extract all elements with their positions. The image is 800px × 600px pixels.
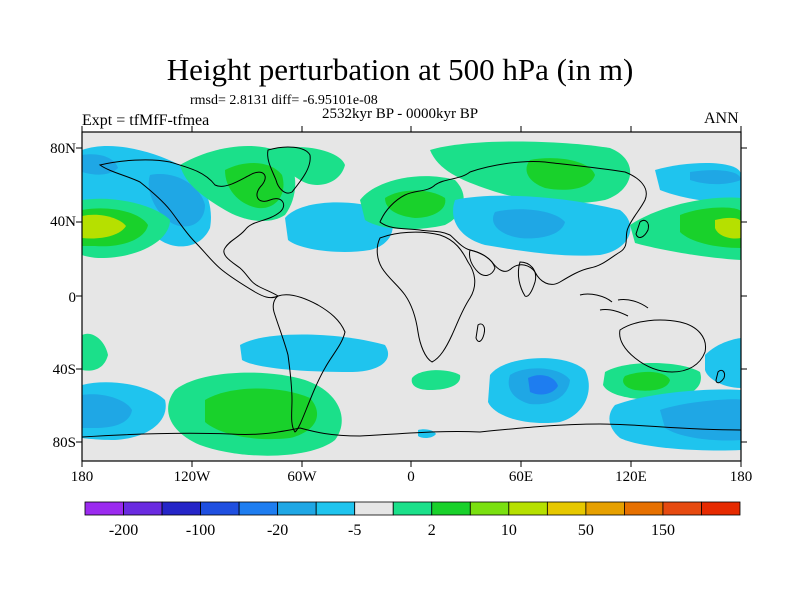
colorbar-label: 10 [501, 522, 517, 539]
coastline-antarctica [82, 423, 741, 438]
contour-neg-s-america [240, 334, 389, 372]
coastline-japan [635, 219, 649, 238]
lat-label-80s: 80S [53, 435, 76, 451]
coastline-australia [619, 319, 707, 373]
coastline-arabia [469, 249, 496, 276]
contour-pos-sw-atl [82, 333, 108, 371]
colorbar-labels: -200 -100 -20 -5 2 10 50 150 [109, 522, 675, 539]
experiment-label: Expt = tfMfF-tfmea [82, 112, 210, 129]
stats-label: rmsd= 2.8131 diff= -6.95101e-08 [190, 93, 378, 108]
coastline-india [517, 261, 537, 297]
colorbar-swatch [277, 501, 317, 516]
contour-neg-australia [705, 338, 741, 388]
colorbar [84, 501, 741, 516]
lat-label-40s: 40S [53, 362, 76, 378]
contour-neg-asia-core [492, 209, 565, 239]
contour-neg-south-pacific-core [82, 394, 132, 428]
lat-label-40n: 40N [50, 214, 76, 230]
coastline-north-america [98, 159, 285, 299]
colorbar-swatch [354, 501, 394, 516]
coastline-madagascar [475, 323, 485, 342]
lat-label-eq: 0 [69, 290, 77, 306]
contour-pos-epac40-peak [82, 214, 126, 239]
colorbar-swatch [546, 501, 587, 516]
colorbar-swatch [662, 501, 702, 516]
longitude-labels: 180 120W 60W 0 60E 120E 180 [71, 469, 753, 485]
colorbar-swatch [238, 501, 279, 516]
contour-pos-canada-core [225, 163, 284, 209]
contour-pos-wpacific-peak [715, 217, 741, 239]
contour-neg-npacific-core [148, 174, 205, 227]
lon-label-60e: 60E [509, 469, 533, 485]
colorbar-label: -100 [186, 522, 215, 539]
coastline-south-america [272, 294, 346, 433]
colorbar-label: 2 [428, 522, 436, 539]
contour-pos-s-atlantic [411, 370, 461, 390]
colorbar-label: -20 [267, 522, 288, 539]
colorbar-swatch [200, 501, 240, 516]
colorbar-swatch [508, 501, 548, 516]
contour-pos-s-indian-core [623, 371, 670, 391]
colorbar-label: 50 [578, 522, 594, 539]
plot-title: Height perturbation at 500 hPa (in m) [166, 52, 634, 87]
colorbar-swatch [123, 501, 163, 516]
coastline-eurasia [379, 161, 647, 285]
coastline-new-zealand [715, 369, 725, 384]
colorbar-swatch [392, 501, 433, 516]
lon-label-180w: 180 [71, 469, 94, 485]
colorbar-swatch [315, 501, 356, 516]
colorbar-swatch [431, 501, 471, 516]
colorbar-label: -5 [348, 522, 361, 539]
lon-label-60w: 60W [287, 469, 317, 485]
coastline-greenland [267, 146, 311, 194]
colorbar-swatch [701, 501, 741, 516]
lat-label-80n: 80N [50, 141, 76, 157]
contour-pos-natlantic [268, 146, 345, 185]
colorbar-swatch [161, 501, 201, 516]
latitude-labels: 80N 40N 0 40S 80S [50, 141, 76, 451]
contour-neg-weddell [418, 429, 436, 439]
axis-ticks [76, 126, 747, 467]
colorbar-swatch [624, 501, 664, 516]
lon-label-120w: 120W [174, 469, 212, 485]
colorbar-swatch [84, 501, 124, 516]
lon-label-180e: 180 [730, 469, 753, 485]
lon-label-120e: 120E [615, 469, 647, 485]
colorbar-swatch [585, 501, 625, 516]
contour-pos-amundsen-core [205, 388, 318, 440]
colorbar-swatch [469, 501, 510, 516]
period-label: 2532kyr BP - 0000kyr BP [322, 106, 479, 122]
lon-label-0: 0 [407, 469, 415, 485]
contour-neg-indian-peak [528, 375, 558, 395]
coastlines [82, 146, 741, 438]
season-label: ANN [704, 110, 739, 127]
coastline-africa [376, 231, 476, 363]
colorbar-label: 150 [651, 522, 675, 539]
colorbar-label: -200 [109, 522, 138, 539]
coastline-indonesia [579, 293, 649, 317]
contour-neg-epacific-core [690, 170, 741, 185]
contour-pos-wpacific-core [680, 207, 741, 248]
